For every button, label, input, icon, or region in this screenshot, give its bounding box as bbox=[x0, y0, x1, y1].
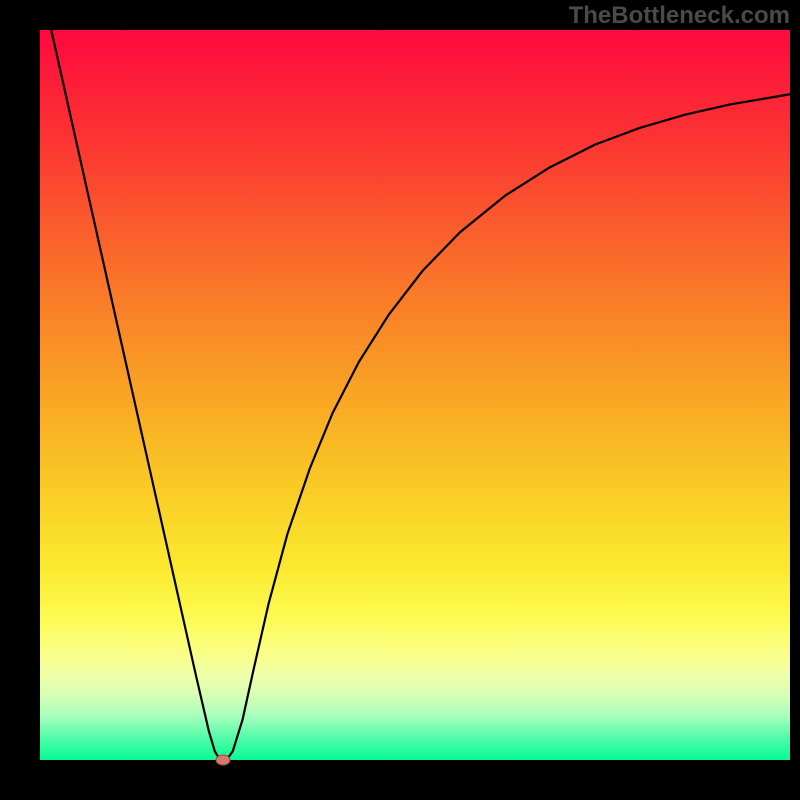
chart-svg bbox=[40, 30, 790, 760]
watermark-text: TheBottleneck.com bbox=[569, 2, 790, 30]
plot-area bbox=[40, 30, 790, 760]
bottleneck-curve bbox=[51, 30, 790, 760]
optimum-marker bbox=[216, 755, 230, 765]
